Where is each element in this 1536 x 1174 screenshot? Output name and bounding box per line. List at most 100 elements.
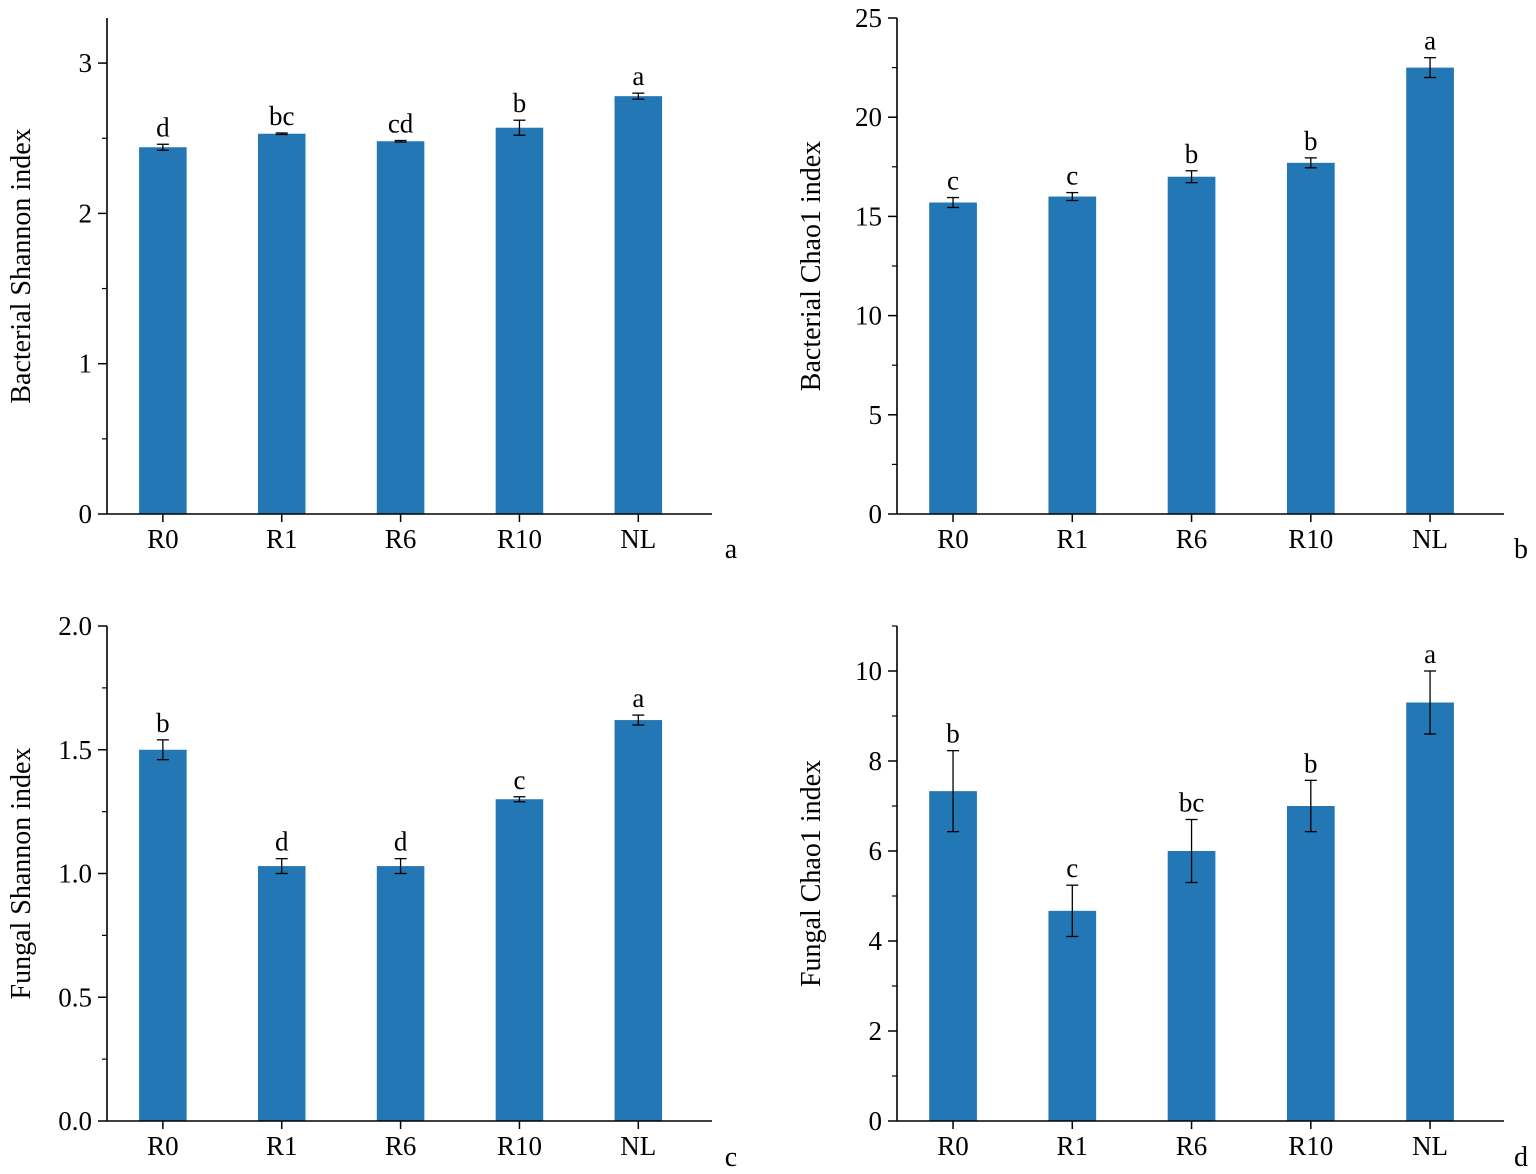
panel-letter: b [1514,534,1528,565]
significance-label: c [513,765,525,795]
y-tick-label: 25 [855,3,882,33]
error-bar-r6 [394,858,407,875]
x-tick-label: NL [620,1131,656,1161]
error-bar-r1 [1066,191,1079,202]
error-bar-nl [1424,670,1437,735]
error-bar-r0 [156,143,169,151]
x-tick-label: NL [620,524,656,554]
error-bar-nl [1424,57,1437,79]
significance-label: cd [388,108,414,138]
error-bar-r0 [947,750,960,833]
significance-label: c [1066,853,1078,883]
panel-a: d R0 bc R1 cd R6 b R10 a NL 0 1 2 3 Bacterial Shannon … [6,18,738,565]
error-bar-r6 [1185,818,1198,884]
y-axis-label: Bacterial Shannon index [6,128,37,403]
bar-r6 [376,141,425,515]
y-tick-label: 5 [869,400,883,430]
y-tick-label: 2.0 [58,611,92,641]
y-tick-label: 10 [855,656,882,686]
panel-c: b R0 d R1 d R6 c R10 a NL 0.0 0.5 1.0 1.5 2.0 Fungal Sh… [6,611,737,1173]
panel-letter: a [725,534,738,565]
error-bar-r1 [275,858,288,875]
significance-label: d [156,112,170,142]
bar-r0 [139,147,187,514]
bar-nl [614,96,663,514]
y-tick-label: 1.0 [58,859,92,889]
x-tick-label: R1 [266,524,298,554]
x-tick-label: R6 [385,1131,417,1161]
panel-letter: c [725,1142,737,1173]
bar-r10 [495,799,544,1121]
bar-r6 [1167,176,1216,514]
bar-r10 [495,127,544,514]
significance-label: b [513,88,527,118]
error-bar-r10 [1304,157,1317,169]
bar-nl [614,720,663,1121]
bar-r10 [1286,162,1335,514]
error-bar-r0 [156,739,169,761]
y-tick-label: 15 [855,201,882,231]
significance-label: a [1424,639,1436,669]
bar-r0 [929,791,977,1121]
bar-r1 [1048,196,1097,514]
x-tick-label: R10 [497,524,542,554]
bar-r1 [257,866,306,1121]
significance-label: b [156,708,170,738]
y-tick-label: 0 [79,499,93,529]
x-tick-label: NL [1412,524,1448,554]
panel-b: c R0 c R1 b R6 b R10 a NL 0 5 10 15 20 25 Bacterial Chao… [796,3,1528,565]
significance-label: c [1066,161,1078,191]
bar-r0 [139,749,187,1121]
significance-label: b [1304,126,1318,156]
significance-label: a [632,683,644,713]
y-tick-label: 0.0 [58,1106,92,1136]
error-bar-nl [632,714,645,726]
x-tick-label: R0 [937,1131,969,1161]
bar-r6 [376,866,425,1121]
significance-label: bc [1179,788,1205,818]
x-tick-label: R10 [1288,1131,1333,1161]
error-bar-r10 [513,796,526,803]
bar-r0 [929,202,977,514]
error-bar-r10 [1304,779,1317,833]
y-tick-label: 0.5 [58,982,92,1012]
y-axis-label: Fungal Chao1 index [796,760,827,987]
x-tick-label: R1 [1057,1131,1089,1161]
x-tick-label: R0 [937,524,969,554]
x-tick-label: R6 [1176,1131,1208,1161]
bar-r6 [1167,851,1216,1121]
significance-label: d [394,827,408,857]
x-tick-label: R6 [385,524,417,554]
x-tick-label: R10 [1288,524,1333,554]
significance-label: d [275,827,289,857]
error-bar-r0 [947,196,960,209]
y-tick-label: 4 [869,926,883,956]
significance-label: b [1185,139,1199,169]
significance-label: b [946,719,960,749]
significance-label: a [1424,26,1436,56]
x-tick-label: R10 [497,1131,542,1161]
error-bar-nl [632,92,645,100]
x-tick-label: R6 [1176,524,1208,554]
y-tick-label: 1.5 [58,735,92,765]
error-bar-r10 [513,119,526,136]
bar-nl [1406,702,1454,1121]
x-tick-label: R1 [1057,524,1089,554]
significance-label: bc [269,101,295,131]
y-tick-label: 8 [869,746,883,776]
y-tick-label: 2 [869,1016,883,1046]
y-tick-label: 20 [855,102,882,132]
bar-r1 [257,133,306,514]
y-axis-label: Bacterial Chao1 index [796,141,827,391]
significance-label: a [632,61,644,91]
y-tick-label: 2 [79,198,93,228]
error-bar-r1 [1066,884,1079,938]
bar-r10 [1286,806,1335,1121]
significance-label: b [1304,748,1318,778]
x-tick-label: R0 [147,1131,179,1161]
panel-d: b R0 c R1 bc R6 b R10 a NL 0 2 4 6 8 10 Fungal Chao1 ind… [796,625,1528,1173]
y-tick-label: 3 [79,48,93,78]
y-tick-label: 10 [855,301,882,331]
y-tick-label: 0 [869,499,883,529]
